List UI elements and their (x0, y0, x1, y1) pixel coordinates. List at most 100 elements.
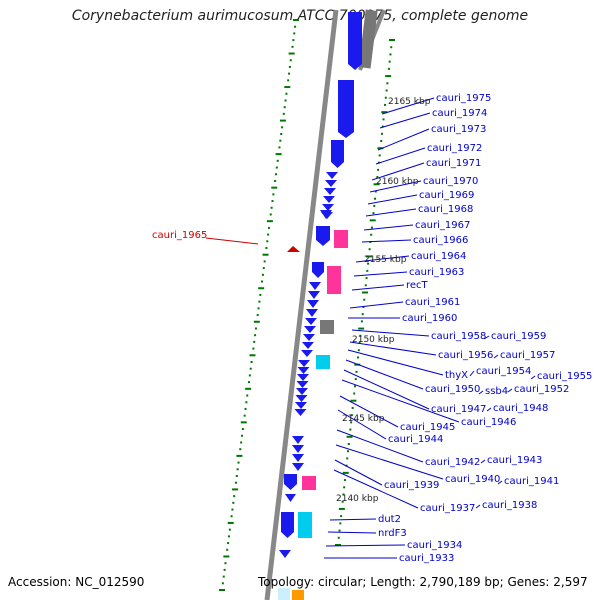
tick-mark (284, 86, 291, 89)
leader-line (483, 335, 490, 340)
tick-mark (263, 260, 266, 263)
tick-mark (335, 544, 341, 546)
gene-label: cauri_1940 (445, 474, 500, 485)
tick-mark (366, 269, 369, 272)
tick-mark (279, 139, 282, 142)
tick-mark (374, 190, 377, 193)
leader-line (347, 349, 444, 376)
tick-mark (389, 39, 395, 41)
gene-label: cauri_1933 (399, 553, 454, 564)
leader-line (335, 444, 444, 480)
gene-label: cauri_1956 (438, 350, 493, 361)
gene-label: cauri_1973 (431, 124, 486, 135)
tick-mark (239, 448, 242, 451)
leader-line (497, 480, 503, 485)
backbone-line (264, 9, 339, 600)
leader-line (351, 284, 405, 291)
tick-mark (353, 385, 356, 388)
gene-label: cauri_1960 (402, 313, 457, 324)
forward-gene (348, 12, 362, 70)
tick-mark (349, 428, 352, 431)
leader-line (478, 390, 484, 395)
gene-arrow (296, 381, 309, 388)
gene-arrow (285, 494, 296, 502)
tick-mark (249, 367, 252, 370)
tick-mark (223, 568, 226, 571)
forward-gene (284, 474, 297, 490)
tick-mark (275, 166, 278, 169)
gene-label: cauri_1963 (409, 267, 464, 278)
tick-mark (257, 307, 260, 310)
tick-mark (291, 45, 294, 48)
other-feature (358, 9, 378, 69)
tick-mark (389, 53, 392, 56)
tick-mark (363, 298, 366, 301)
leader-line (486, 407, 492, 412)
gene-arrow (301, 350, 313, 357)
forward-gene (331, 140, 344, 168)
gene-arrow (325, 180, 337, 187)
leader-line (379, 112, 431, 129)
leader-line (353, 271, 408, 277)
kbp-marker: 2150 kbp (352, 335, 395, 345)
leader-line (493, 354, 499, 359)
tick-mark (278, 146, 281, 149)
gene-label: cauri_1967 (415, 220, 470, 231)
tick-mark (270, 206, 273, 209)
tick-mark (365, 277, 368, 280)
tick-mark (233, 495, 236, 498)
tick-mark (382, 118, 385, 121)
tick-mark (288, 65, 291, 68)
tick-mark (246, 394, 249, 397)
tick-mark (228, 528, 231, 531)
tick-mark (367, 262, 370, 265)
tick-mark (230, 515, 233, 518)
tick-mark (357, 356, 360, 359)
forward-gene (316, 226, 330, 246)
gene-label: cauri_1944 (388, 434, 443, 445)
tick-mark (287, 79, 290, 82)
gene-label: cauri_1958 (431, 331, 486, 342)
gene-label: nrdF3 (378, 528, 407, 539)
trna-feature (327, 266, 341, 294)
tick-mark (232, 488, 239, 491)
gene-label: cauri_1948 (493, 403, 548, 414)
tick-mark (377, 147, 384, 150)
highlight-gene (287, 246, 300, 252)
kbp-marker: 2155 kbp (364, 255, 407, 265)
gene-arrow (294, 409, 307, 416)
tick-mark (350, 414, 353, 417)
tick-mark (293, 32, 296, 35)
leader-line (337, 409, 387, 440)
leader-line (345, 359, 424, 390)
tick-mark (365, 255, 372, 258)
tick-mark (343, 486, 346, 489)
tick-mark (373, 183, 380, 186)
gene-arrow (322, 204, 334, 211)
tick-mark (240, 441, 243, 444)
tick-mark (380, 140, 383, 142)
gene-arrow (326, 172, 338, 179)
tick-mark (362, 291, 368, 294)
leader-line (381, 97, 435, 115)
tick-mark (342, 471, 349, 474)
tick-mark (221, 582, 224, 585)
kbp-markers: 2165 kbp 2160 kbp 2155 kbp 2150 kbp 2145 kbp… (336, 97, 431, 504)
tick-mark (370, 233, 373, 236)
gene-label: cauri_1969 (419, 190, 474, 201)
leader-line (469, 370, 475, 377)
leader-line (365, 208, 417, 217)
tick-mark (368, 248, 371, 251)
tick-mark (236, 468, 239, 471)
leader-line (371, 162, 425, 181)
tick-mark (361, 313, 364, 316)
tick-mark (219, 589, 225, 591)
tick-mark (284, 99, 287, 102)
kbp-marker: 2140 kbp (336, 494, 379, 504)
tick-mark (254, 327, 257, 330)
gene-arrow (302, 342, 314, 349)
leader-line (355, 255, 410, 263)
map-title: Corynebacterium aurimucosum ATCC 700975,… (71, 8, 529, 24)
gene-label: cauri_1974 (432, 108, 487, 119)
